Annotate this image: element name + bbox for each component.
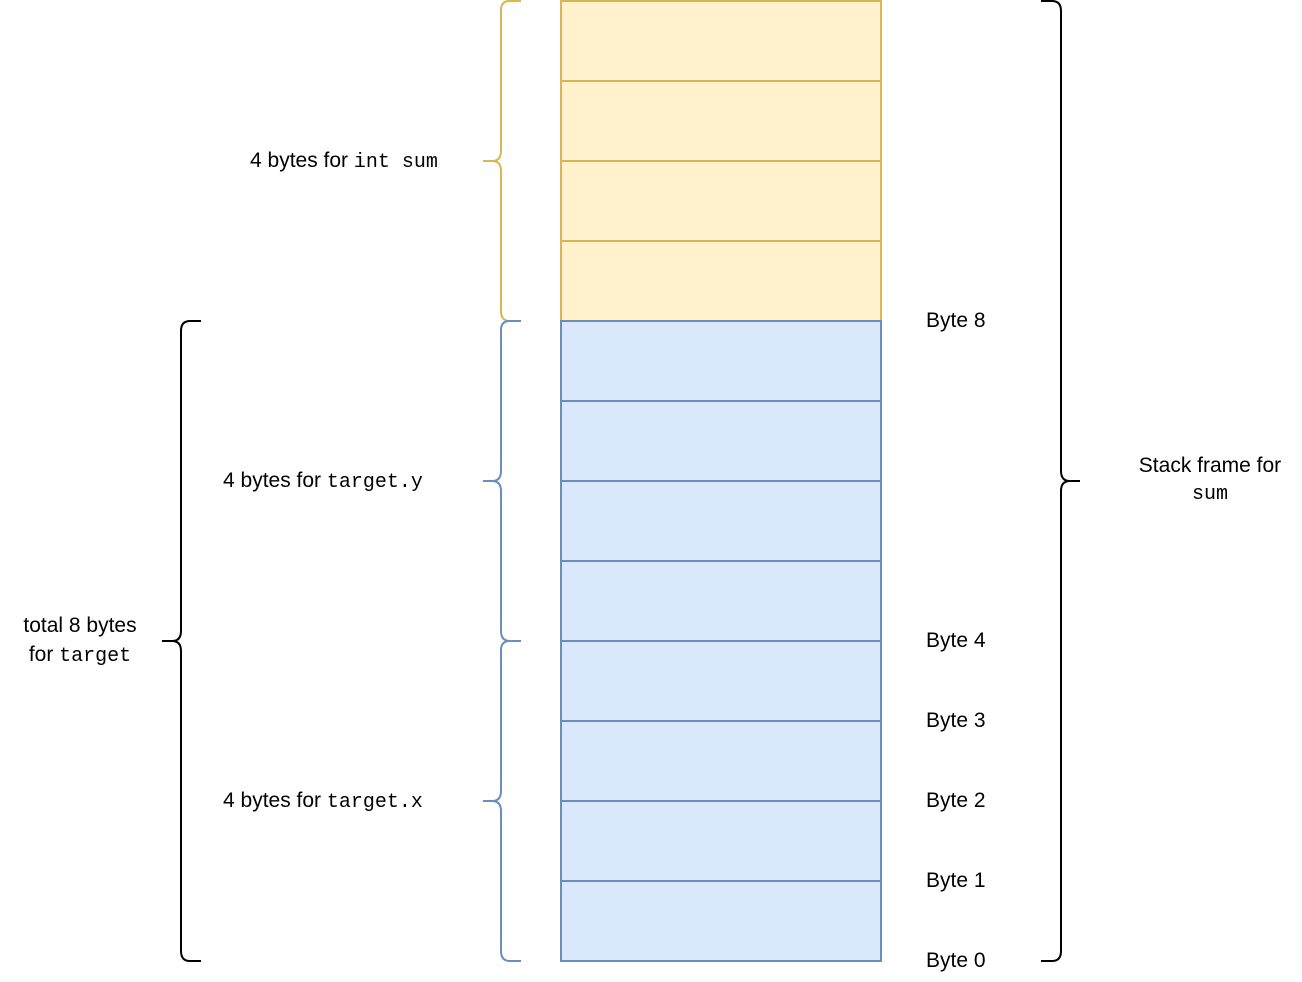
memory-cell bbox=[560, 400, 882, 482]
sum-memory-block bbox=[560, 0, 882, 322]
sum-brace bbox=[483, 0, 521, 322]
sum-size-label: 4 bytes for int sum bbox=[250, 146, 438, 177]
target-memory-block bbox=[560, 320, 882, 962]
byte-label-2: Byte 2 bbox=[926, 789, 986, 812]
memory-cell bbox=[560, 560, 882, 642]
target-y-size-label: 4 bytes for target.y bbox=[223, 466, 423, 497]
memory-cell bbox=[560, 320, 882, 402]
sum-size-prefix: 4 bytes for bbox=[250, 149, 354, 172]
byte-label-3: Byte 3 bbox=[926, 709, 986, 732]
stack-frame-brace bbox=[1041, 0, 1080, 962]
target-total-line1: total 8 bytes bbox=[23, 614, 137, 637]
target-x-size-code: target.x bbox=[326, 791, 423, 814]
memory-cell bbox=[560, 80, 882, 162]
memory-cell bbox=[560, 880, 882, 962]
target-total-label: total 8 bytes for target bbox=[0, 611, 160, 671]
memory-cell bbox=[560, 640, 882, 722]
byte-label-0: Byte 0 bbox=[926, 949, 986, 972]
memory-cell bbox=[560, 160, 882, 242]
stack-frame-label: Stack frame for sum bbox=[1120, 451, 1300, 509]
memory-cell bbox=[560, 240, 882, 322]
byte-label-1: Byte 1 bbox=[926, 869, 986, 892]
target-total-code: target bbox=[59, 645, 132, 668]
memory-cell bbox=[560, 720, 882, 802]
target-x-size-prefix: 4 bytes for bbox=[223, 789, 327, 812]
target-y-size-code: target.y bbox=[326, 471, 423, 494]
memory-cell bbox=[560, 0, 882, 82]
stack-frame-line1: Stack frame for bbox=[1138, 454, 1282, 477]
memory-cell bbox=[560, 480, 882, 562]
target-total-prefix: for bbox=[28, 643, 60, 666]
stack-frame-code: sum bbox=[1191, 483, 1228, 506]
target-y-brace bbox=[483, 320, 521, 642]
byte-label-4: Byte 4 bbox=[926, 629, 986, 652]
sum-size-code: int sum bbox=[353, 151, 438, 174]
memory-cell bbox=[560, 800, 882, 882]
target-x-brace bbox=[483, 640, 521, 962]
target-y-size-prefix: 4 bytes for bbox=[223, 469, 327, 492]
byte-label-8: Byte 8 bbox=[926, 309, 986, 332]
target-x-size-label: 4 bytes for target.x bbox=[223, 786, 423, 817]
target-total-brace bbox=[162, 320, 201, 962]
